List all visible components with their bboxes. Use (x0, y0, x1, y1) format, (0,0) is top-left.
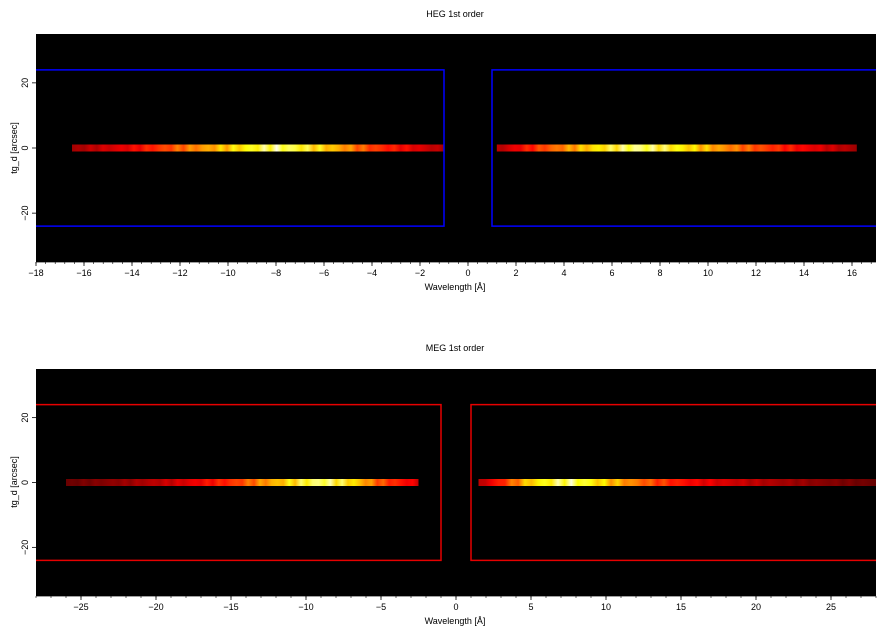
meg-region-plus (470, 403, 876, 562)
meg-x-tick-label: 5 (528, 602, 533, 612)
meg-title: MEG 1st order (426, 343, 485, 353)
meg-x-tick-label: 0 (453, 602, 458, 612)
meg-x-tick-label: −10 (298, 602, 313, 612)
heg-y-tick-label: 20 (20, 78, 30, 88)
heg-x-tick-label: −16 (76, 268, 91, 278)
meg-trace-segment-minus (66, 479, 419, 486)
meg-y-tick-label: −20 (20, 540, 30, 555)
heg-y-label: tg_d [arcsec] (9, 122, 19, 174)
heg-x-tick-label: 12 (751, 268, 761, 278)
meg-y-tick-label: 0 (20, 480, 30, 485)
heg-panel: HEG 1st order −18 −16 −14 −12 −10 −8 −6 −4 −2 0 2 4… (9, 9, 876, 292)
heg-region-plus (491, 69, 876, 227)
heg-x-tick-label: 0 (465, 268, 470, 278)
meg-trace (66, 479, 876, 486)
meg-x-tick-label: 15 (676, 602, 686, 612)
meg-trace-segment-plus (478, 479, 876, 486)
heg-x-tick-label: −4 (367, 268, 377, 278)
meg-x-axis: −25 −20 −15 −10 −5 0 5 10 15 20 25 (35, 595, 877, 612)
heg-x-tick-label: −12 (172, 268, 187, 278)
heg-x-tick-label: −6 (319, 268, 329, 278)
heg-title: HEG 1st order (426, 9, 484, 19)
heg-region-minus (36, 69, 445, 227)
meg-regions (36, 403, 876, 562)
heg-trace-segment-minus (72, 144, 444, 152)
heg-x-tick-label: −14 (124, 268, 139, 278)
meg-y-tick-label: 20 (20, 413, 30, 423)
heg-x-tick-label: −10 (220, 268, 235, 278)
heg-x-tick-label: 2 (513, 268, 518, 278)
meg-x-tick-label: −15 (223, 602, 238, 612)
heg-x-tick-label: 16 (847, 268, 857, 278)
meg-panel: MEG 1st order −25 −20 −15 −10 −5 0 5 10 15 20 25 −… (9, 343, 877, 626)
heg-x-axis: −18 −16 −14 −12 −10 −8 −6 −4 −2 0 2 4 6 8 10 12 14 16 (28, 261, 876, 278)
meg-x-tick-label: 10 (601, 602, 611, 612)
heg-trace-segment-plus (496, 144, 857, 152)
meg-x-tick-label: 20 (751, 602, 761, 612)
meg-region-minus (36, 403, 442, 562)
meg-x-tick-label: −25 (73, 602, 88, 612)
heg-x-tick-label: 6 (609, 268, 614, 278)
heg-trace (72, 144, 857, 152)
meg-x-tick-label: 25 (826, 602, 836, 612)
heg-regions (36, 69, 876, 227)
heg-x-tick-label: −2 (415, 268, 425, 278)
meg-x-tick-label: −5 (376, 602, 386, 612)
heg-x-tick-label: 14 (799, 268, 809, 278)
heg-x-tick-label: −8 (271, 268, 281, 278)
heg-x-tick-label: 10 (703, 268, 713, 278)
meg-x-tick-label: −20 (148, 602, 163, 612)
heg-x-tick-label: −18 (28, 268, 43, 278)
heg-x-label: Wavelength [Å] (425, 282, 486, 292)
meg-x-label: Wavelength [Å] (425, 616, 486, 626)
heg-y-tick-label: −20 (20, 206, 30, 221)
heg-y-axis: −20 0 20 (20, 78, 36, 221)
heg-y-tick-label: 0 (20, 145, 30, 150)
meg-y-label: tg_d [arcsec] (9, 456, 19, 508)
heg-x-tick-label: 8 (657, 268, 662, 278)
meg-y-axis: −20 0 20 (20, 413, 36, 555)
heg-x-tick-label: 4 (561, 268, 566, 278)
